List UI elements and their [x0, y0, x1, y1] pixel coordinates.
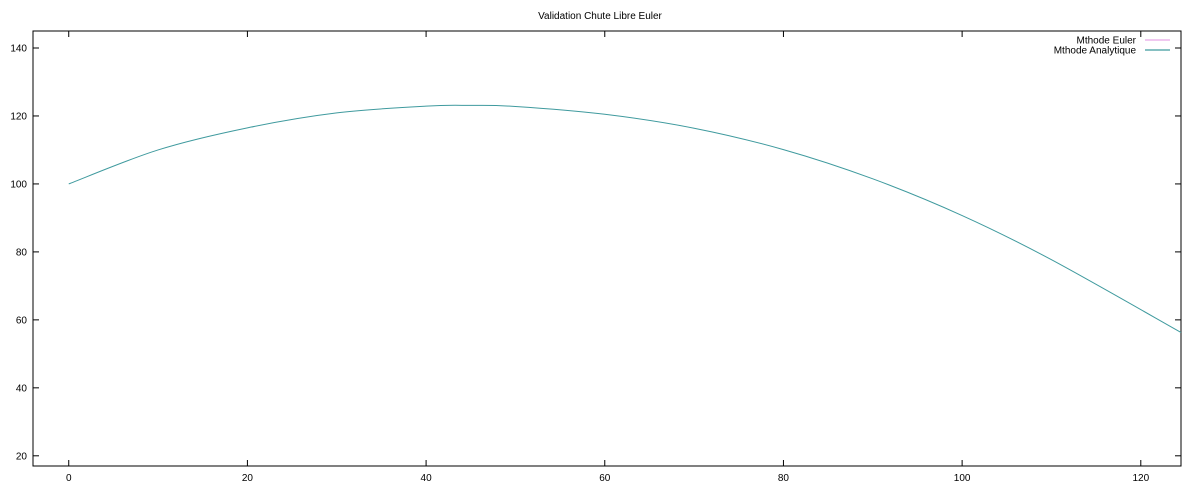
y-axis: 20 40 60 80 100 120 140 [10, 43, 1181, 462]
series-line-1 [68, 104, 1182, 333]
y-tick-label: 40 [16, 383, 28, 394]
x-tick-label: 100 [954, 473, 971, 484]
x-tick-label: 40 [421, 473, 433, 484]
x-tick-label: 120 [1132, 473, 1149, 484]
x-tick-label: 20 [242, 473, 254, 484]
plot-frame [32, 30, 1182, 467]
x-tick-label: 60 [599, 473, 611, 484]
chart-title: Validation Chute Libre Euler [538, 11, 662, 22]
y-tick-label: 120 [10, 111, 27, 122]
x-tick-label: 80 [778, 473, 790, 484]
y-tick-label: 20 [16, 451, 28, 462]
x-tick-label: 0 [66, 473, 72, 484]
y-tick-label: 100 [10, 179, 27, 190]
plot-area [68, 104, 1182, 333]
y-tick-label: 80 [16, 247, 28, 258]
legend-label: Mthode Euler [1077, 36, 1137, 47]
x-axis: 0 20 40 60 80 100 120 [66, 31, 1150, 484]
y-tick-label: 60 [16, 315, 28, 326]
y-tick-label: 140 [10, 43, 27, 54]
legend-label: Mthode Analytique [1054, 46, 1137, 57]
